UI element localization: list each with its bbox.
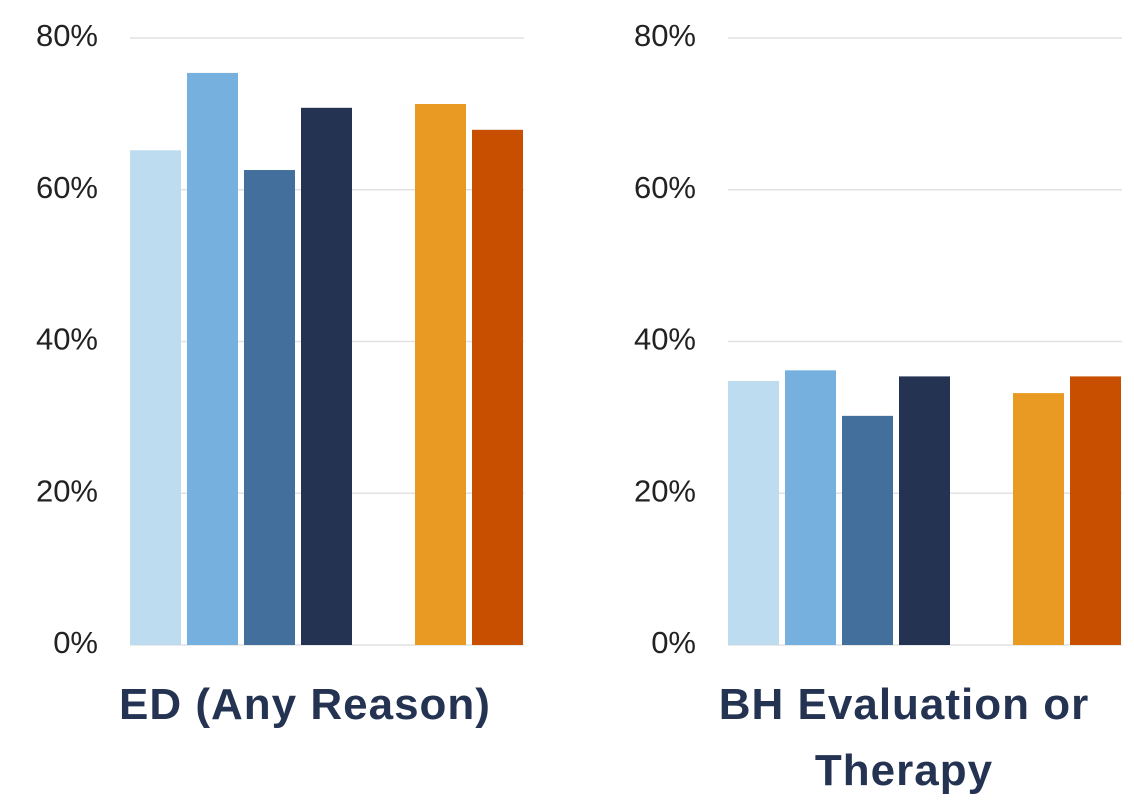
bar: [187, 72, 238, 646]
y-tick-label: 0%: [651, 625, 696, 660]
bar: [130, 150, 181, 646]
y-tick-label: 60%: [634, 170, 696, 205]
bar: [785, 370, 836, 645]
bar: [842, 415, 893, 645]
chart-title: BH Evaluation or Therapy: [718, 680, 1090, 795]
y-tick-label: 0%: [53, 625, 98, 660]
bar: [415, 104, 466, 646]
bar: [301, 107, 352, 646]
bar: [728, 380, 779, 645]
bar: [1013, 393, 1064, 645]
bar: [472, 129, 523, 646]
y-tick-label: 20%: [36, 473, 98, 508]
bar: [244, 170, 295, 645]
y-tick-label: 20%: [634, 473, 696, 508]
bar: [1070, 376, 1121, 645]
y-tick-label: 80%: [36, 18, 98, 53]
y-tick-label: 40%: [36, 322, 98, 357]
bar: [899, 376, 950, 645]
chart-title: ED (Any Reason): [119, 680, 491, 729]
y-tick-label: 60%: [36, 170, 98, 205]
y-tick-label: 40%: [634, 322, 696, 357]
y-tick-label: 80%: [634, 18, 696, 53]
